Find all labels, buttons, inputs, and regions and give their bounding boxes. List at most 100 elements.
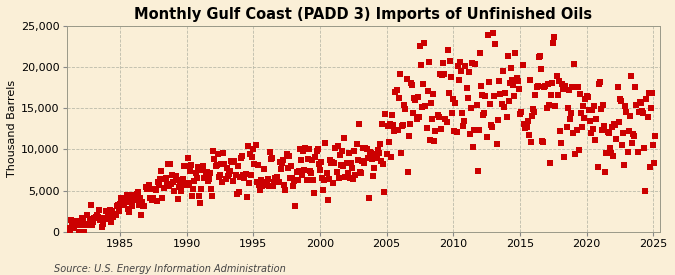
Point bbox=[319, 178, 330, 182]
Point bbox=[463, 70, 474, 74]
Point bbox=[639, 146, 649, 150]
Point bbox=[161, 182, 172, 186]
Point bbox=[186, 163, 196, 167]
Point bbox=[356, 170, 367, 175]
Point bbox=[539, 85, 549, 89]
Point bbox=[130, 197, 141, 201]
Point bbox=[564, 88, 574, 92]
Point bbox=[514, 87, 524, 91]
Point bbox=[629, 134, 640, 138]
Point bbox=[70, 222, 81, 226]
Point bbox=[559, 155, 570, 159]
Point bbox=[578, 104, 589, 108]
Point bbox=[148, 196, 159, 200]
Point bbox=[306, 158, 317, 162]
Point bbox=[614, 119, 624, 124]
Point bbox=[492, 118, 503, 123]
Point bbox=[149, 187, 160, 192]
Point bbox=[272, 180, 283, 185]
Point bbox=[177, 183, 188, 187]
Point bbox=[82, 222, 93, 227]
Point bbox=[607, 125, 618, 130]
Point bbox=[227, 160, 238, 164]
Text: Source: U.S. Energy Information Administration: Source: U.S. Energy Information Administ… bbox=[54, 264, 286, 274]
Point bbox=[263, 177, 273, 182]
Point bbox=[388, 123, 399, 128]
Point bbox=[124, 210, 134, 215]
Point bbox=[298, 149, 308, 153]
Point bbox=[168, 180, 179, 184]
Point bbox=[354, 169, 365, 174]
Point bbox=[379, 190, 389, 194]
Point bbox=[359, 160, 370, 165]
Point bbox=[537, 139, 547, 143]
Point bbox=[532, 84, 543, 88]
Point bbox=[178, 177, 189, 182]
Point bbox=[62, 226, 73, 230]
Point bbox=[598, 103, 609, 108]
Point bbox=[61, 230, 72, 234]
Point bbox=[354, 122, 364, 126]
Point bbox=[410, 98, 421, 103]
Point bbox=[429, 139, 439, 143]
Point bbox=[448, 97, 458, 101]
Point bbox=[206, 187, 217, 191]
Point bbox=[144, 196, 155, 200]
Point bbox=[275, 167, 286, 171]
Point bbox=[566, 111, 576, 115]
Point bbox=[330, 145, 341, 150]
Point bbox=[277, 160, 288, 165]
Point bbox=[390, 89, 401, 94]
Point bbox=[587, 108, 597, 112]
Point bbox=[323, 177, 334, 182]
Point bbox=[576, 111, 587, 115]
Point bbox=[325, 161, 336, 165]
Point bbox=[466, 61, 477, 65]
Point bbox=[69, 225, 80, 229]
Point bbox=[340, 175, 351, 179]
Point bbox=[604, 146, 615, 150]
Point bbox=[189, 179, 200, 183]
Point bbox=[240, 172, 251, 176]
Point bbox=[454, 60, 465, 65]
Point bbox=[284, 153, 294, 158]
Point bbox=[475, 51, 485, 55]
Point bbox=[338, 164, 349, 168]
Point bbox=[380, 111, 391, 116]
Point bbox=[600, 170, 611, 174]
Point bbox=[590, 138, 601, 142]
Point bbox=[95, 218, 105, 222]
Point bbox=[452, 64, 463, 68]
Point bbox=[431, 14, 442, 19]
Point bbox=[113, 209, 124, 213]
Point bbox=[548, 41, 559, 45]
Point bbox=[325, 158, 335, 162]
Point bbox=[535, 67, 546, 72]
Point bbox=[146, 198, 157, 203]
Point bbox=[281, 152, 292, 156]
Point bbox=[566, 84, 577, 89]
Point bbox=[404, 134, 414, 139]
Point bbox=[364, 150, 375, 154]
Point bbox=[107, 209, 117, 213]
Point bbox=[251, 180, 262, 185]
Point bbox=[155, 177, 165, 182]
Point bbox=[407, 83, 418, 88]
Point bbox=[205, 171, 215, 175]
Point bbox=[163, 184, 174, 189]
Point bbox=[573, 148, 584, 152]
Point bbox=[335, 163, 346, 167]
Point bbox=[442, 48, 453, 52]
Point bbox=[228, 179, 239, 183]
Point bbox=[220, 177, 231, 181]
Point bbox=[402, 170, 413, 174]
Point bbox=[519, 122, 530, 126]
Point bbox=[315, 168, 325, 172]
Point bbox=[400, 107, 411, 112]
Point bbox=[115, 202, 126, 207]
Point bbox=[570, 152, 580, 156]
Point bbox=[254, 187, 265, 192]
Point bbox=[115, 196, 126, 200]
Point bbox=[232, 191, 242, 196]
Point bbox=[72, 220, 83, 224]
